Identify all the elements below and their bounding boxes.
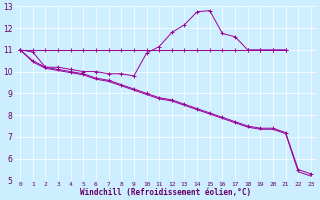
X-axis label: Windchill (Refroidissement éolien,°C): Windchill (Refroidissement éolien,°C) bbox=[80, 188, 251, 197]
